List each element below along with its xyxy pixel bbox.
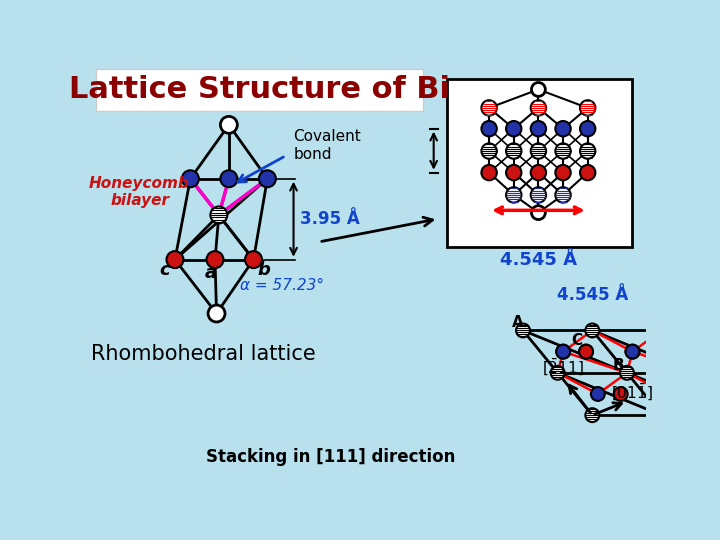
Circle shape bbox=[555, 187, 571, 202]
Text: A: A bbox=[512, 315, 524, 329]
Text: 4.545 Å: 4.545 Å bbox=[500, 251, 577, 268]
Text: 4.545 Å: 4.545 Å bbox=[557, 286, 628, 303]
Text: α = 57.23°: α = 57.23° bbox=[240, 278, 324, 293]
Text: $[01\bar{1}]$: $[01\bar{1}]$ bbox=[611, 382, 653, 402]
Circle shape bbox=[531, 165, 546, 180]
Circle shape bbox=[654, 408, 669, 422]
Circle shape bbox=[245, 251, 262, 268]
Circle shape bbox=[654, 323, 669, 338]
Circle shape bbox=[516, 323, 530, 338]
Text: Honeycomb
bilayer: Honeycomb bilayer bbox=[89, 176, 190, 208]
Circle shape bbox=[626, 345, 639, 359]
Circle shape bbox=[208, 305, 225, 322]
Circle shape bbox=[555, 165, 571, 180]
Circle shape bbox=[591, 387, 605, 401]
Text: Covalent
bond: Covalent bond bbox=[294, 130, 361, 162]
Circle shape bbox=[580, 143, 595, 159]
Circle shape bbox=[580, 100, 595, 116]
Circle shape bbox=[506, 143, 521, 159]
Circle shape bbox=[683, 387, 697, 401]
Text: $[\bar{2}11]$: $[\bar{2}11]$ bbox=[542, 356, 584, 377]
Circle shape bbox=[620, 366, 634, 380]
Circle shape bbox=[531, 121, 546, 137]
Circle shape bbox=[531, 83, 545, 96]
Circle shape bbox=[506, 121, 521, 137]
Circle shape bbox=[579, 345, 593, 359]
Circle shape bbox=[531, 100, 546, 116]
Circle shape bbox=[207, 251, 223, 268]
Circle shape bbox=[531, 143, 546, 159]
Circle shape bbox=[482, 121, 497, 137]
Circle shape bbox=[220, 117, 238, 133]
Circle shape bbox=[482, 100, 497, 116]
Circle shape bbox=[531, 187, 546, 202]
Circle shape bbox=[718, 345, 720, 359]
Text: Lattice Structure of Bi: Lattice Structure of Bi bbox=[69, 75, 450, 104]
FancyBboxPatch shape bbox=[447, 79, 631, 247]
Circle shape bbox=[551, 366, 564, 380]
Circle shape bbox=[555, 143, 571, 159]
Circle shape bbox=[580, 165, 595, 180]
Text: b: b bbox=[258, 261, 271, 279]
Circle shape bbox=[695, 345, 708, 359]
Circle shape bbox=[613, 387, 628, 401]
Circle shape bbox=[649, 345, 662, 359]
Circle shape bbox=[506, 165, 521, 180]
Circle shape bbox=[557, 345, 570, 359]
Circle shape bbox=[660, 387, 674, 401]
Text: Stacking in [111] direction: Stacking in [111] direction bbox=[206, 449, 455, 467]
Circle shape bbox=[718, 345, 720, 359]
Text: 3.95 Å: 3.95 Å bbox=[300, 210, 359, 228]
Text: C: C bbox=[571, 334, 582, 348]
Circle shape bbox=[689, 366, 703, 380]
Circle shape bbox=[585, 408, 599, 422]
Text: a: a bbox=[205, 264, 217, 282]
FancyBboxPatch shape bbox=[96, 70, 423, 111]
Circle shape bbox=[531, 206, 545, 220]
Circle shape bbox=[482, 165, 497, 180]
Text: Rhombohedral lattice: Rhombohedral lattice bbox=[91, 343, 316, 363]
Circle shape bbox=[557, 345, 570, 359]
Circle shape bbox=[555, 121, 571, 137]
Circle shape bbox=[649, 345, 662, 359]
Circle shape bbox=[220, 170, 238, 187]
Circle shape bbox=[579, 345, 593, 359]
Circle shape bbox=[166, 251, 184, 268]
Circle shape bbox=[506, 187, 521, 202]
Circle shape bbox=[482, 143, 497, 159]
Circle shape bbox=[585, 323, 599, 338]
Circle shape bbox=[626, 345, 639, 359]
Circle shape bbox=[182, 170, 199, 187]
Text: B: B bbox=[613, 359, 625, 374]
Circle shape bbox=[210, 206, 228, 224]
Circle shape bbox=[259, 170, 276, 187]
Circle shape bbox=[580, 121, 595, 137]
Circle shape bbox=[695, 345, 708, 359]
Text: c: c bbox=[159, 261, 169, 279]
